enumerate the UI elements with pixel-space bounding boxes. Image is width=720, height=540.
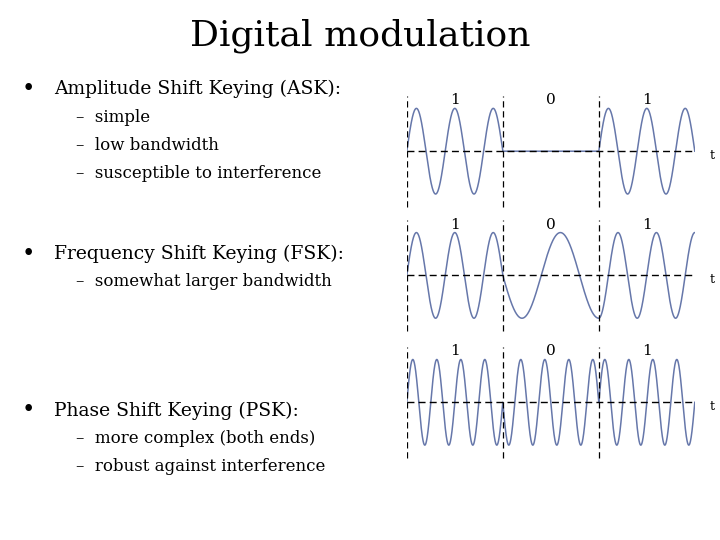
Text: 1: 1 xyxy=(450,345,459,359)
Text: 0: 0 xyxy=(546,218,556,232)
Text: Amplitude Shift Keying (ASK):: Amplitude Shift Keying (ASK): xyxy=(54,80,341,98)
Text: 0: 0 xyxy=(546,345,556,359)
Text: 1: 1 xyxy=(642,93,652,107)
Text: 1: 1 xyxy=(642,218,652,232)
Text: 0: 0 xyxy=(546,93,556,107)
Text: –  simple: – simple xyxy=(76,109,150,126)
Text: 1: 1 xyxy=(450,218,459,232)
Text: –  low bandwidth: – low bandwidth xyxy=(76,137,218,154)
Text: –  robust against interference: – robust against interference xyxy=(76,458,325,475)
Text: –  susceptible to interference: – susceptible to interference xyxy=(76,165,321,182)
Text: –  more complex (both ends): – more complex (both ends) xyxy=(76,430,315,447)
Text: Digital modulation: Digital modulation xyxy=(190,19,530,53)
Text: t: t xyxy=(709,149,714,162)
Text: t: t xyxy=(709,273,714,286)
Text: 1: 1 xyxy=(450,93,459,107)
Text: •: • xyxy=(22,243,35,265)
Text: –  somewhat larger bandwidth: – somewhat larger bandwidth xyxy=(76,273,331,291)
Text: t: t xyxy=(709,400,714,413)
Text: Phase Shift Keying (PSK):: Phase Shift Keying (PSK): xyxy=(54,401,299,420)
Text: Frequency Shift Keying (FSK):: Frequency Shift Keying (FSK): xyxy=(54,245,344,263)
Text: •: • xyxy=(22,78,35,100)
Text: •: • xyxy=(22,400,35,421)
Text: 1: 1 xyxy=(642,345,652,359)
